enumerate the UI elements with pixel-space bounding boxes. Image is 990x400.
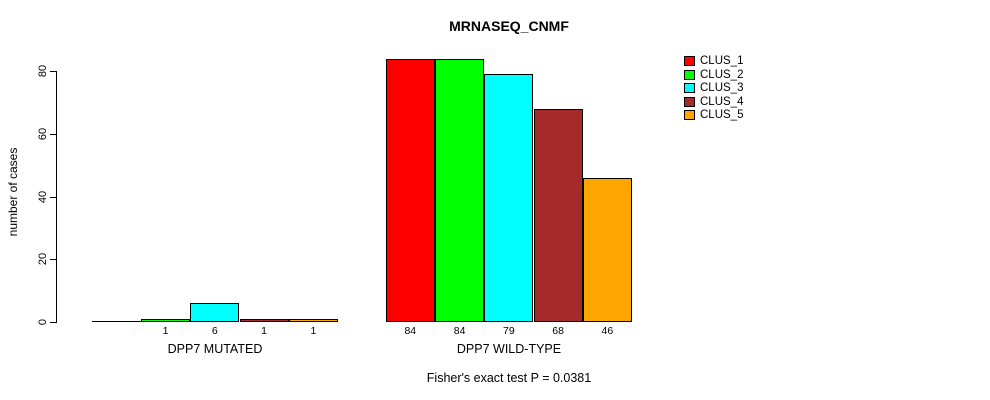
bar-clus_3: [190, 303, 240, 322]
bar-clus_5: [582, 177, 633, 322]
bar-value-label: 68: [552, 325, 564, 337]
bar-clus_2: [434, 58, 485, 322]
y-axis-tick-label: 0: [37, 318, 49, 326]
legend-swatch-clus_2: [684, 69, 695, 80]
bar-value-label: 1: [261, 325, 268, 337]
legend-swatch-clus_3: [684, 83, 695, 94]
y-axis-tick-label: 40: [37, 190, 49, 203]
legend-label: CLUS_3: [700, 82, 744, 95]
y-axis-tick: [49, 71, 57, 73]
bar-clus_5: [288, 318, 339, 322]
bar-clus_4: [239, 318, 289, 322]
y-axis-tick-label: 20: [37, 253, 49, 266]
bar-value-label: 1: [162, 325, 169, 337]
chart-title: MRNASEQ_CNMF: [449, 18, 569, 34]
bar-value-label: 1: [310, 325, 317, 337]
bar-clus_1: [385, 58, 435, 322]
bar-clus_3: [484, 74, 534, 322]
y-axis-tick: [49, 196, 57, 198]
legend-swatch-clus_5: [684, 110, 695, 121]
bar-clus_1-zero: [91, 321, 141, 322]
bar-value-label: 84: [404, 325, 417, 337]
legend-item-clus_5: CLUS_5: [684, 109, 743, 121]
x-group-label-wildtype: DPP7 WILD-TYPE: [456, 342, 562, 356]
legend-label: CLUS_2: [700, 68, 744, 81]
y-axis-tick: [49, 322, 57, 323]
y-axis-tick-label: 80: [37, 65, 49, 78]
bar-value-label: 6: [211, 325, 218, 337]
legend-label: CLUS_1: [700, 55, 744, 67]
legend-item-clus_3: CLUS_3: [684, 82, 743, 94]
legend-item-clus_1: CLUS_1: [684, 55, 743, 67]
legend-label: CLUS_5: [700, 109, 744, 122]
bar-value-label: 79: [503, 325, 515, 337]
legend-item-clus_2: CLUS_2: [684, 69, 743, 81]
bar-value-label: 84: [453, 325, 466, 337]
y-axis-line: [56, 71, 57, 322]
legend-swatch-clus_1: [684, 56, 695, 66]
fisher-test-caption: Fisher's exact test P = 0.0381: [426, 371, 592, 385]
y-axis-tick: [49, 133, 57, 135]
bar-clus_4: [533, 108, 583, 322]
legend-item-clus_4: CLUS_4: [684, 96, 743, 108]
legend-swatch-clus_4: [684, 96, 695, 107]
y-axis-tick: [49, 259, 57, 261]
bar-clus_2: [140, 318, 191, 322]
legend-label: CLUS_4: [700, 95, 744, 108]
bar-value-label: 46: [601, 325, 614, 337]
y-axis-tick-label: 60: [37, 127, 49, 141]
x-group-label-mutated: DPP7 MUTATED: [167, 342, 263, 356]
